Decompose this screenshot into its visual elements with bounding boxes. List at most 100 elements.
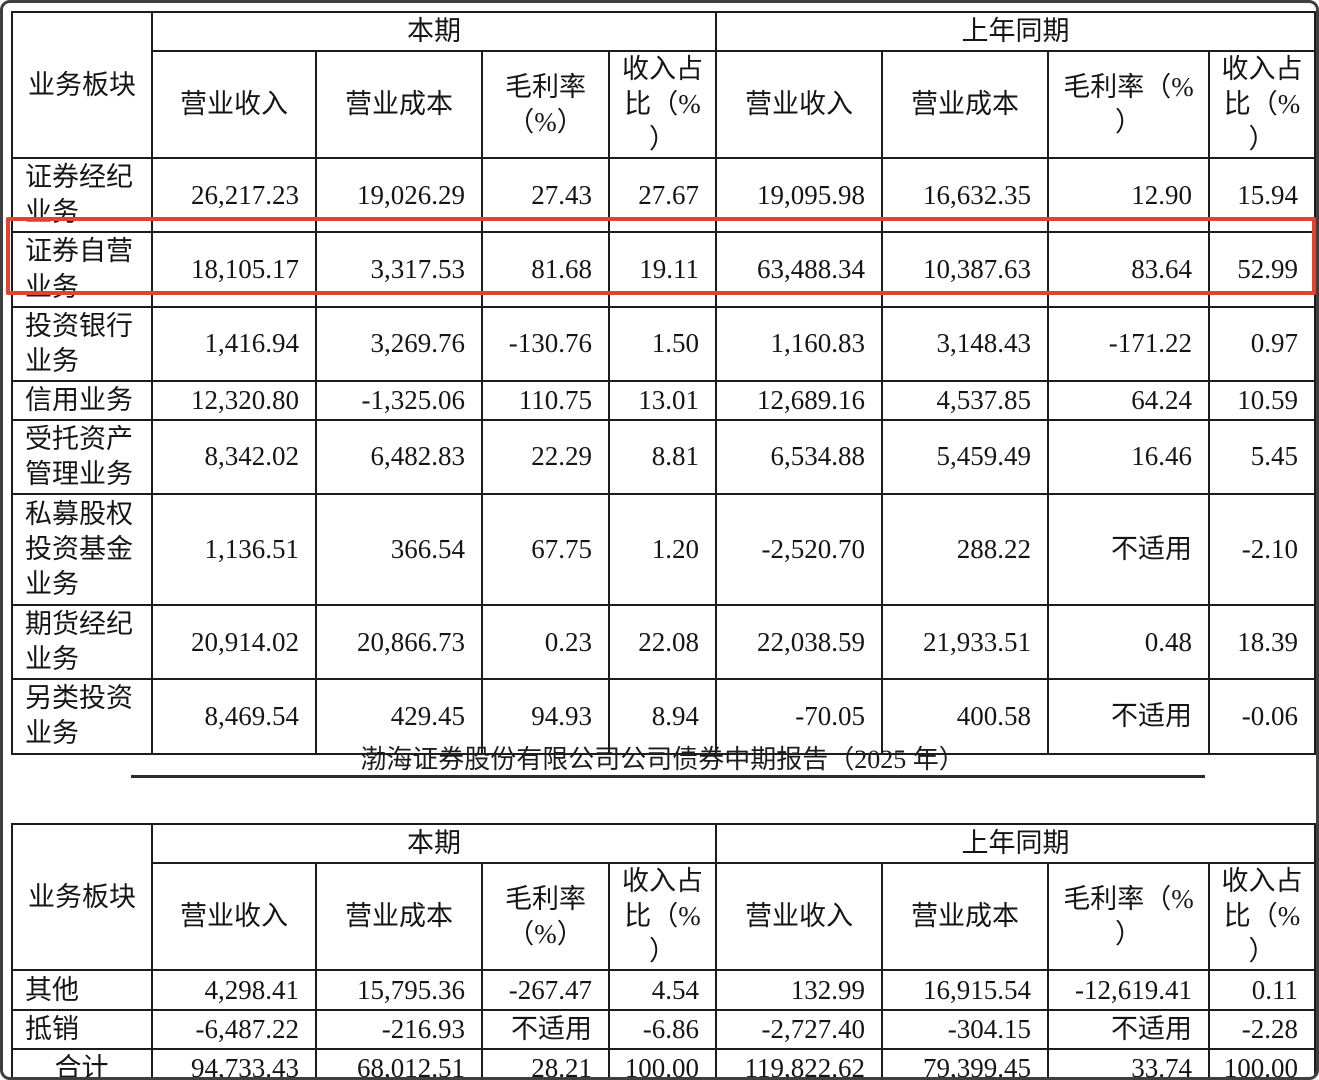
revenue-current: 12,320.80 xyxy=(151,379,317,421)
title-underline xyxy=(131,775,1205,778)
revenue-prior: 19,095.98 xyxy=(715,157,883,234)
revenue-current: 94,733.43 xyxy=(151,1048,317,1077)
segment-label: 信用业务 xyxy=(11,379,153,421)
table-row-futures-brokerage: 期货经纪 业务 20,914.02 20,866.73 0.23 22.08 2… xyxy=(11,604,1316,681)
revenue-current: 1,136.51 xyxy=(151,493,317,607)
margin-prior: 不适用 xyxy=(1047,493,1210,607)
margin-current: -130.76 xyxy=(481,305,610,382)
share-prior: -2.28 xyxy=(1208,1009,1316,1051)
col-group-prior-period: 上年同期 xyxy=(715,11,1316,52)
margin-current: -267.47 xyxy=(481,969,610,1012)
table-row-period-header: 业务板块 本期 上年同期 xyxy=(11,10,1316,160)
cost-current: 20,866.73 xyxy=(315,604,483,681)
revenue-current: 1,416.94 xyxy=(151,305,317,382)
share-prior: 0.11 xyxy=(1208,969,1316,1012)
share-prior: -0.06 xyxy=(1208,678,1316,755)
margin-prior: 12.90 xyxy=(1047,157,1210,234)
margin-prior: 不适用 xyxy=(1047,1009,1210,1051)
share-current: 19.11 xyxy=(608,231,717,308)
col-header-revenue-current: 营业收入 xyxy=(151,49,317,160)
cost-prior: 4,537.85 xyxy=(881,379,1049,421)
table-row-alternative-investment: 另类投资 业务 8,469.54 429.45 94.93 8.94 -70.0… xyxy=(11,678,1316,755)
share-prior: 15.94 xyxy=(1208,157,1316,234)
table-row-private-equity-fund: 私募股权 投资基金 业务 1,136.51 366.54 67.75 1.20 … xyxy=(11,493,1316,607)
col-header-margin-current: 毛利率 （%） xyxy=(481,861,610,972)
cost-prior: 3,148.43 xyxy=(881,305,1049,382)
segment-label: 期货经纪 业务 xyxy=(11,604,153,681)
revenue-current: 18,105.17 xyxy=(151,231,317,308)
revenue-current: 8,469.54 xyxy=(151,678,317,755)
margin-prior: -171.22 xyxy=(1047,305,1210,382)
cost-current: 68,012.51 xyxy=(315,1048,483,1077)
col-header-margin-current: 毛利率 （%） xyxy=(481,49,610,160)
margin-prior: 83.64 xyxy=(1047,231,1210,308)
cost-current: 15,795.36 xyxy=(315,969,483,1012)
margin-current: 0.23 xyxy=(481,604,610,681)
margin-prior: 16.46 xyxy=(1047,418,1210,496)
cost-current: 6,482.83 xyxy=(315,418,483,496)
table-row-column-header: 营业收入 营业成本 毛利率 （%） 收入占 比（% ） 营业收入 营业成本 毛利… xyxy=(12,49,1316,160)
share-prior: 5.45 xyxy=(1208,418,1316,496)
cost-prior: 21,933.51 xyxy=(881,604,1049,681)
col-header-revenue-prior: 营业收入 xyxy=(715,861,883,972)
col-header-margin-prior: 毛利率（% ） xyxy=(1047,49,1210,160)
table-row-elimination: 抵销 -6,487.22 -216.93 不适用 -6.86 -2,727.40… xyxy=(11,1009,1316,1051)
segment-table-main: 业务板块 本期 上年同期 营业收入 营业成本 毛利率 （%） 收入占 比（% ）… xyxy=(11,10,1316,755)
segment-label: 合计 xyxy=(11,1048,153,1077)
revenue-current: 20,914.02 xyxy=(151,604,317,681)
cost-current: 429.45 xyxy=(315,678,483,755)
col-header-share-prior: 收入占 比（% ） xyxy=(1208,49,1316,160)
share-current: -6.86 xyxy=(608,1009,717,1051)
col-header-cost-current: 营业成本 xyxy=(315,861,483,972)
revenue-prior: 6,534.88 xyxy=(715,418,883,496)
cost-current: 366.54 xyxy=(315,493,483,607)
share-current: 100.00 xyxy=(608,1048,717,1077)
col-header-segment: 业务板块 xyxy=(11,822,153,972)
revenue-prior: 132.99 xyxy=(715,969,883,1012)
margin-prior: -12,619.41 xyxy=(1047,969,1210,1012)
cost-prior: 79,399.45 xyxy=(881,1048,1049,1077)
share-prior: 100.00 xyxy=(1208,1048,1316,1077)
segment-label: 受托资产 管理业务 xyxy=(11,418,153,496)
share-current: 13.01 xyxy=(608,379,717,421)
revenue-prior: 12,689.16 xyxy=(715,379,883,421)
margin-current: 不适用 xyxy=(481,1009,610,1051)
cost-prior: 288.22 xyxy=(881,493,1049,607)
table-row-investment-banking: 投资银行 业务 1,416.94 3,269.76 -130.76 1.50 1… xyxy=(11,305,1316,382)
col-header-cost-current: 营业成本 xyxy=(315,49,483,160)
share-prior: 18.39 xyxy=(1208,604,1316,681)
cost-prior: 16,915.54 xyxy=(881,969,1049,1012)
table-row-securities-proprietary: 证券自营 业务 18,105.17 3,317.53 81.68 19.11 6… xyxy=(11,231,1316,308)
col-header-margin-prior: 毛利率（% ） xyxy=(1047,861,1210,972)
margin-prior: 64.24 xyxy=(1047,379,1210,421)
col-header-segment: 业务板块 xyxy=(11,10,153,160)
margin-current: 22.29 xyxy=(481,418,610,496)
margin-current: 67.75 xyxy=(481,493,610,607)
table-row-entrusted-asset-management: 受托资产 管理业务 8,342.02 6,482.83 22.29 8.81 6… xyxy=(11,418,1316,496)
segment-label: 其他 xyxy=(11,969,153,1012)
revenue-current: -6,487.22 xyxy=(151,1009,317,1051)
revenue-prior: -2,727.40 xyxy=(715,1009,883,1051)
col-header-cost-prior: 营业成本 xyxy=(881,861,1049,972)
table-row-column-header: 营业收入 营业成本 毛利率 （%） 收入占 比（% ） 营业收入 营业成本 毛利… xyxy=(12,861,1316,972)
table-row-securities-brokerage: 证券经纪 业务 26,217.23 19,026.29 27.43 27.67 … xyxy=(11,157,1316,234)
table-row-credit: 信用业务 12,320.80 -1,325.06 110.75 13.01 12… xyxy=(11,379,1316,421)
margin-prior: 不适用 xyxy=(1047,678,1210,755)
share-current: 1.20 xyxy=(608,493,717,607)
margin-prior: 33.74 xyxy=(1047,1048,1210,1077)
cost-current: -1,325.06 xyxy=(315,379,483,421)
col-header-cost-prior: 营业成本 xyxy=(881,49,1049,160)
segment-label: 证券自营 业务 xyxy=(11,231,153,308)
share-prior: 52.99 xyxy=(1208,231,1316,308)
segment-label: 证券经纪 业务 xyxy=(11,157,153,234)
revenue-prior: -2,520.70 xyxy=(715,493,883,607)
cost-current: 3,317.53 xyxy=(315,231,483,308)
share-current: 1.50 xyxy=(608,305,717,382)
segment-label: 私募股权 投资基金 业务 xyxy=(11,493,153,607)
table-row-other: 其他 4,298.41 15,795.36 -267.47 4.54 132.9… xyxy=(11,969,1316,1012)
share-current: 8.81 xyxy=(608,418,717,496)
col-group-current-period: 本期 xyxy=(151,823,717,864)
revenue-prior: 63,488.34 xyxy=(715,231,883,308)
share-current: 4.54 xyxy=(608,969,717,1012)
cost-current: 19,026.29 xyxy=(315,157,483,234)
